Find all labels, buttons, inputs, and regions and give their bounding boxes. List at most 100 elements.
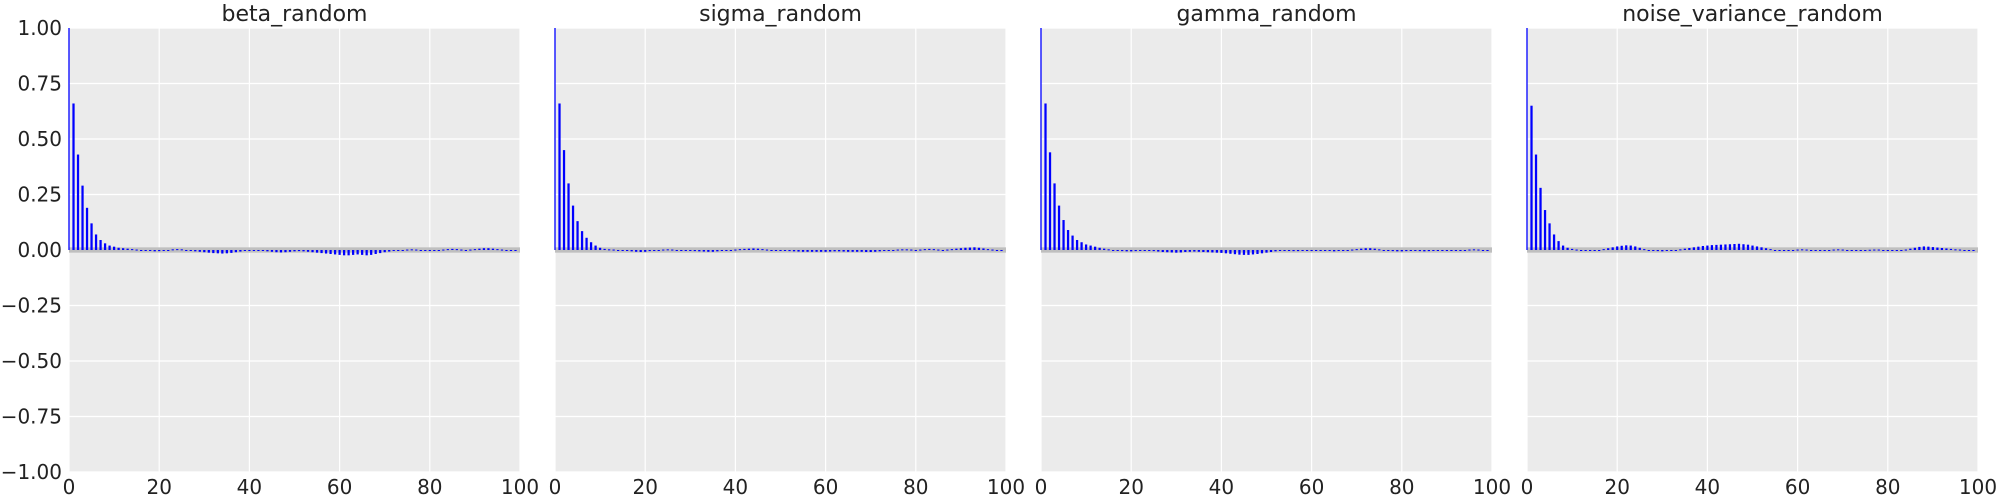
acf-bar [838, 250, 841, 252]
acf-bar [293, 250, 296, 252]
acf-bar [878, 250, 881, 252]
acf-bar [657, 250, 660, 251]
acf-bar [415, 249, 418, 251]
acf-bar [153, 250, 156, 252]
acf-bar [959, 248, 963, 250]
acf-bar [252, 250, 256, 251]
acf-bar [1931, 247, 1935, 250]
acf-bar [1103, 248, 1106, 250]
acf-bar [72, 103, 75, 250]
acf-bar [698, 250, 701, 252]
acf-bar [892, 250, 895, 251]
acf-bar [1719, 244, 1723, 250]
acf-bar [1283, 250, 1286, 251]
acf-bar [675, 250, 678, 251]
acf-bar [1486, 250, 1489, 251]
acf-bar [514, 250, 517, 251]
acf-bar [1796, 249, 1799, 251]
x-tick-label: 20 [632, 475, 657, 499]
acf-bar [743, 248, 746, 250]
y-tick-label: −0.75 [1, 405, 62, 429]
acf-bar [937, 249, 940, 251]
acf-bar [1886, 250, 1889, 251]
acf-bar [1436, 250, 1440, 251]
acf-bar [1342, 250, 1345, 251]
acf-bar [725, 250, 728, 251]
acf-bar [194, 250, 197, 252]
acf-bar [212, 250, 215, 254]
acf-bar [1683, 248, 1686, 250]
acf-bar [90, 223, 93, 250]
x-tick-label: 100 [501, 475, 539, 499]
acf-bar [585, 237, 588, 250]
y-tick-label: 1.00 [17, 16, 62, 40]
acf-bar [1629, 245, 1632, 250]
acf-bar [1728, 244, 1732, 250]
acf-bar [1242, 250, 1246, 255]
acf-bar [941, 250, 944, 251]
acf-bar [1044, 103, 1047, 250]
y-tick-label: −0.50 [1, 349, 62, 373]
acf-bar [1116, 250, 1119, 251]
x-tick-label: 80 [1389, 475, 1414, 499]
acf-bar [338, 250, 341, 255]
acf-bar [270, 250, 274, 252]
acf-bar [1697, 246, 1700, 250]
acf-bar [932, 249, 935, 251]
acf-bar [1701, 246, 1705, 250]
acf-bar [216, 250, 219, 254]
acf-bar [630, 250, 633, 252]
acf-bar [234, 250, 237, 253]
acf-bar [1337, 250, 1340, 251]
acf-bar [1859, 250, 1862, 251]
acf-bar [1089, 245, 1092, 250]
acf-bar [720, 250, 723, 251]
acf-bar [221, 250, 224, 254]
acf-bar [1742, 244, 1745, 250]
acf-bar [662, 249, 665, 251]
acf-bar [171, 249, 174, 251]
acf-bar [1373, 248, 1376, 250]
acf-bar [1927, 246, 1930, 250]
acf-bar [1310, 250, 1313, 251]
acf-bar [311, 250, 314, 253]
acf-bar [1477, 249, 1480, 251]
acf-bar [410, 249, 413, 251]
acf-bar [887, 250, 890, 251]
acf-bar [1548, 223, 1551, 250]
acf-bar [729, 250, 733, 251]
acf-bar [580, 231, 584, 250]
acf-bar [1459, 250, 1462, 251]
acf-bar [1773, 250, 1777, 251]
acf-bar [824, 250, 827, 252]
acf-bar [1220, 250, 1223, 253]
acf-bar [1351, 249, 1354, 251]
acf-bar [1296, 250, 1300, 252]
acf-bar [1107, 249, 1110, 251]
acf-bar [1423, 250, 1426, 252]
acf-bar [1647, 250, 1650, 251]
acf-bar [482, 248, 486, 250]
x-tick-label: 60 [1785, 475, 1810, 499]
acf-bar [1656, 250, 1659, 252]
acf-bar [603, 248, 606, 250]
acf-bar [140, 250, 143, 251]
acf-bar [302, 250, 305, 252]
acf-bar [1301, 250, 1304, 251]
acf-bar [860, 250, 863, 252]
acf-bar [365, 250, 368, 256]
acf-bar [176, 249, 179, 251]
acf-bar [1391, 250, 1394, 252]
x-tick-label: 40 [237, 475, 262, 499]
acf-bar [243, 250, 247, 251]
y-tick-label: 0.25 [17, 183, 62, 207]
acf-bar [1769, 249, 1772, 251]
x-tick-label: 100 [1473, 475, 1511, 499]
acf-bar [851, 250, 854, 252]
acf-bar [1746, 244, 1750, 250]
acf-bar [842, 250, 845, 252]
acf-bar [1764, 248, 1768, 250]
acf-bar [185, 250, 188, 251]
acf-bar [1589, 250, 1592, 251]
acf-bar [684, 250, 687, 251]
